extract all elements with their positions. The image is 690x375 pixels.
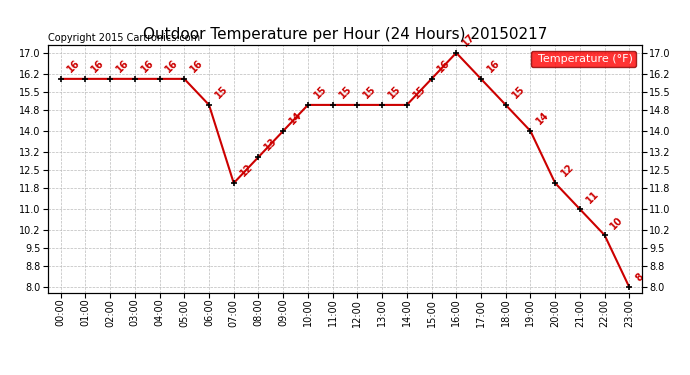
Text: 13: 13	[263, 136, 279, 153]
Text: 16: 16	[139, 58, 156, 75]
Text: 15: 15	[337, 84, 353, 101]
Text: 17: 17	[460, 32, 477, 49]
Text: 14: 14	[535, 110, 551, 127]
Text: 15: 15	[386, 84, 403, 101]
Text: 8: 8	[633, 271, 645, 283]
Text: 15: 15	[362, 84, 378, 101]
Text: 15: 15	[411, 84, 428, 101]
Text: 16: 16	[188, 58, 205, 75]
Text: Copyright 2015 Cartronics.com: Copyright 2015 Cartronics.com	[48, 33, 200, 42]
Title: Outdoor Temperature per Hour (24 Hours) 20150217: Outdoor Temperature per Hour (24 Hours) …	[143, 27, 547, 42]
Text: 16: 16	[435, 58, 453, 75]
Text: 15: 15	[312, 84, 328, 101]
Text: 15: 15	[510, 84, 526, 101]
Text: 12: 12	[560, 162, 576, 179]
Text: 16: 16	[485, 58, 502, 75]
Text: 16: 16	[90, 58, 106, 75]
Legend: Temperature (°F): Temperature (°F)	[531, 51, 636, 67]
Text: 15: 15	[213, 84, 230, 101]
Text: 10: 10	[609, 214, 625, 231]
Text: 11: 11	[584, 188, 601, 205]
Text: 16: 16	[65, 58, 81, 75]
Text: 16: 16	[115, 58, 131, 75]
Text: 14: 14	[287, 110, 304, 127]
Text: 12: 12	[238, 162, 255, 179]
Text: 16: 16	[164, 58, 180, 75]
